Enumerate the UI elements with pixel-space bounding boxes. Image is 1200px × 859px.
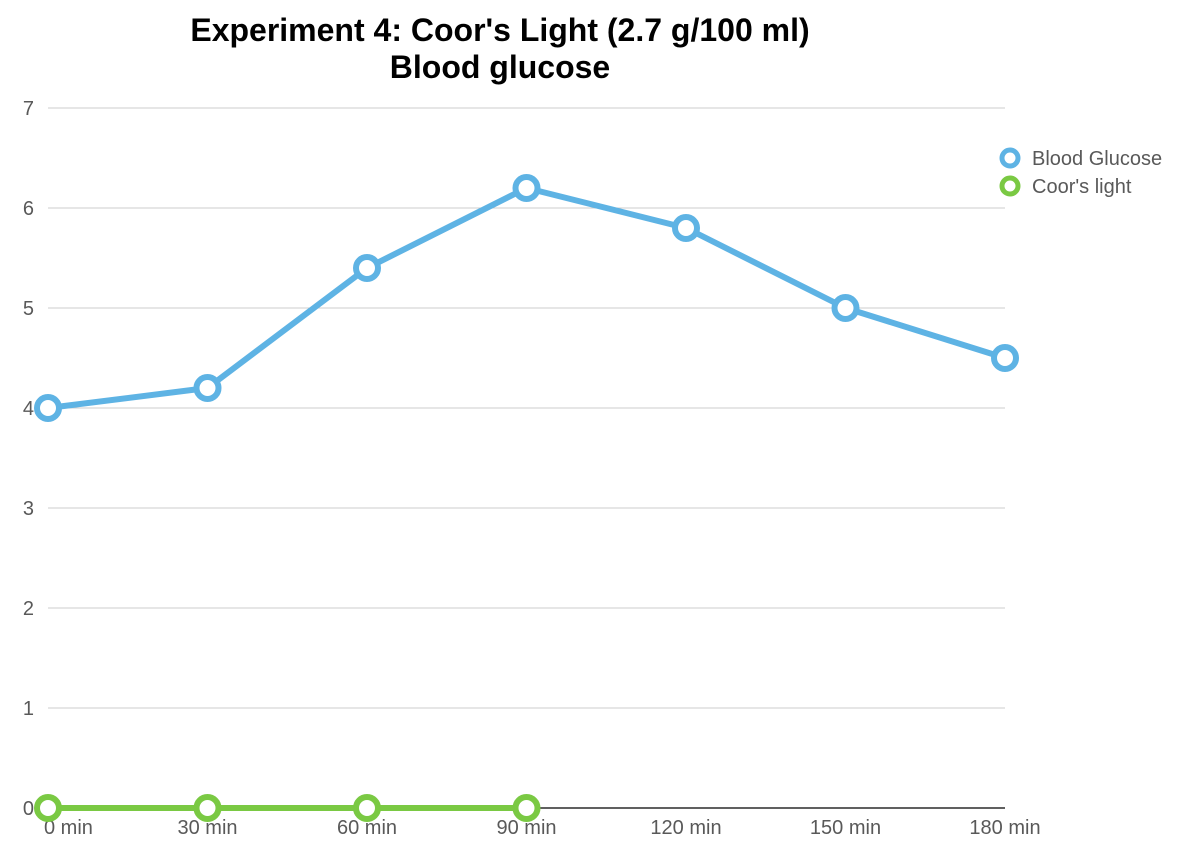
y-tick-label: 3 — [23, 498, 34, 520]
x-tick-label: 120 min — [650, 817, 721, 839]
series-marker — [356, 257, 378, 279]
series-marker — [516, 177, 538, 199]
legend-label: Blood Glucose — [1032, 148, 1162, 170]
series-marker — [197, 377, 219, 399]
y-tick-label: 5 — [23, 298, 34, 320]
chart-container: Experiment 4: Coor's Light (2.7 g/100 ml… — [0, 0, 1200, 859]
y-tick-label: 7 — [23, 98, 34, 120]
series-marker — [37, 397, 59, 419]
y-tick-label: 1 — [23, 698, 34, 720]
legend-marker — [1002, 178, 1018, 194]
series-marker — [835, 297, 857, 319]
chart-plot: 012345670 min30 min60 min90 min120 min15… — [0, 0, 1200, 859]
series-marker — [37, 797, 59, 819]
series-line — [48, 188, 1005, 408]
series-marker — [197, 797, 219, 819]
x-tick-label: 180 min — [969, 817, 1040, 839]
legend-marker — [1002, 150, 1018, 166]
y-tick-label: 6 — [23, 198, 34, 220]
series-marker — [675, 217, 697, 239]
y-tick-label: 0 — [23, 798, 34, 820]
series-marker — [994, 347, 1016, 369]
series-marker — [516, 797, 538, 819]
y-tick-label: 2 — [23, 598, 34, 620]
y-tick-label: 4 — [23, 398, 34, 420]
legend-label: Coor's light — [1032, 176, 1132, 198]
x-tick-label: 150 min — [810, 817, 881, 839]
series-marker — [356, 797, 378, 819]
chart-svg: 012345670 min30 min60 min90 min120 min15… — [0, 0, 1200, 859]
